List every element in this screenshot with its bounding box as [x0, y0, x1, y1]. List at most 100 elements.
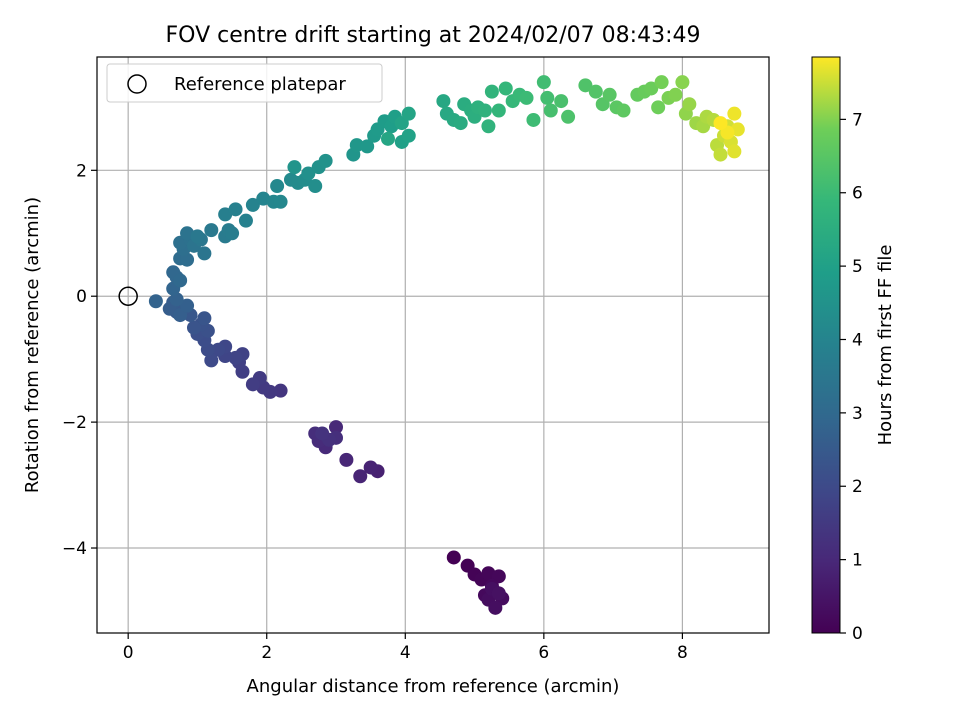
scatter-point: [308, 179, 323, 194]
scatter-point: [727, 144, 742, 159]
x-tick-label: 8: [677, 643, 688, 663]
y-tick-label: −2: [62, 413, 87, 433]
scatter-point: [353, 469, 368, 484]
x-axis-ticks: 0 2 4 6 8: [123, 633, 688, 663]
colorbar: 0 1 2 3 4 5 6 7 Hours from first FF file: [811, 56, 896, 644]
scatter-point: [713, 147, 728, 162]
scatter-point: [273, 383, 288, 398]
plot-frame: [96, 56, 770, 634]
colorbar-tick-label: 3: [852, 404, 863, 424]
scatter-point: [488, 600, 503, 615]
scatter-point: [578, 78, 593, 93]
colorbar-tick-label: 5: [852, 257, 863, 277]
scatter-point: [588, 84, 603, 99]
scatter-point: [180, 252, 195, 267]
scatter-point: [180, 298, 195, 313]
y-tick-label: −4: [62, 539, 87, 559]
scatter-point: [148, 294, 163, 309]
x-axis-label: Angular distance from reference (arcmin): [247, 676, 620, 697]
scatter-point: [169, 292, 184, 307]
scatter-point: [491, 103, 506, 118]
scatter-point: [287, 160, 302, 175]
scatter-point: [668, 87, 683, 102]
scatter-point: [225, 226, 240, 241]
scatter-point: [540, 90, 555, 105]
scatter-point: [554, 94, 569, 109]
scatter-point: [273, 194, 288, 209]
scatter-point: [401, 106, 416, 121]
scatter-point: [238, 213, 253, 228]
scatter-point: [318, 153, 333, 168]
colorbar-tick-label: 1: [852, 551, 863, 571]
scatter-point: [197, 311, 212, 326]
scatter-point: [204, 223, 219, 238]
scatter-point: [654, 75, 669, 90]
colorbar-tick-label: 7: [852, 110, 863, 130]
scatter-point: [186, 320, 201, 335]
scatter-point: [211, 342, 226, 357]
colorbar-tick-label: 6: [852, 184, 863, 204]
legend-entry-reference-platepar: Reference platepar: [174, 74, 346, 95]
scatter-point: [453, 116, 468, 131]
scatter-point: [401, 128, 416, 143]
y-tick-label: 2: [76, 161, 87, 181]
scatter-point: [270, 179, 285, 194]
scatter-point: [481, 119, 496, 134]
scatter-point: [602, 87, 617, 102]
scatter-point: [727, 106, 742, 121]
scatter-point: [245, 197, 260, 212]
colorbar-label: Hours from first FF file: [875, 245, 896, 446]
scatter-point: [543, 103, 558, 118]
scatter-point: [315, 426, 330, 441]
scatter-point: [197, 246, 212, 261]
scatter-point: [682, 97, 697, 112]
scatter-point: [380, 131, 395, 146]
scatter-point: [675, 75, 690, 90]
legend: Reference platepar: [106, 63, 383, 103]
scatter-point: [436, 94, 451, 109]
y-axis-ticks: −4 −2 0 2: [62, 161, 97, 559]
scatter-point: [245, 377, 260, 392]
scatter-point: [519, 90, 534, 105]
colorbar-tick-label: 4: [852, 330, 863, 350]
scatter-point: [446, 550, 461, 565]
x-tick-label: 0: [123, 643, 134, 663]
scatter-point: [204, 353, 219, 368]
scatter-point: [536, 75, 551, 90]
colorbar-ticks: 0 1 2 3 4 5 6 7: [840, 110, 863, 644]
scatter-point: [228, 350, 243, 365]
scatter-point: [363, 460, 378, 475]
colorbar-tick-label: 0: [852, 624, 863, 644]
scatter-point: [173, 273, 188, 288]
scatter-point: [498, 81, 513, 96]
scatter-point: [713, 116, 728, 131]
data-points: [148, 75, 745, 615]
scatter-point: [218, 207, 233, 222]
scatter-point: [484, 84, 499, 99]
scatter-point: [360, 139, 375, 154]
scatter-point: [301, 166, 316, 181]
grid-lines: [97, 57, 769, 633]
scatter-point: [329, 420, 344, 435]
scatter-point: [339, 452, 354, 467]
scatter-point: [651, 100, 666, 115]
x-tick-label: 6: [538, 643, 549, 663]
colorbar-gradient: [811, 56, 841, 634]
scatter-point: [526, 112, 541, 127]
y-axis-label: Rotation from reference (arcmin): [22, 197, 43, 493]
chart-title: FOV centre drift starting at 2024/02/07 …: [166, 23, 701, 48]
scatter-point: [349, 138, 364, 153]
y-tick-label: 0: [76, 287, 87, 307]
scatter-point: [190, 229, 205, 244]
reference-platepar-marker: [118, 286, 138, 306]
scatter-point: [477, 103, 492, 118]
scatter-point: [616, 103, 631, 118]
x-tick-label: 4: [400, 643, 411, 663]
legend-marker-icon: [127, 74, 147, 94]
scatter-point: [228, 202, 243, 217]
colorbar-tick-label: 2: [852, 477, 863, 497]
scatter-point: [491, 586, 506, 601]
x-tick-label: 2: [261, 643, 272, 663]
legend-box: [106, 63, 383, 103]
